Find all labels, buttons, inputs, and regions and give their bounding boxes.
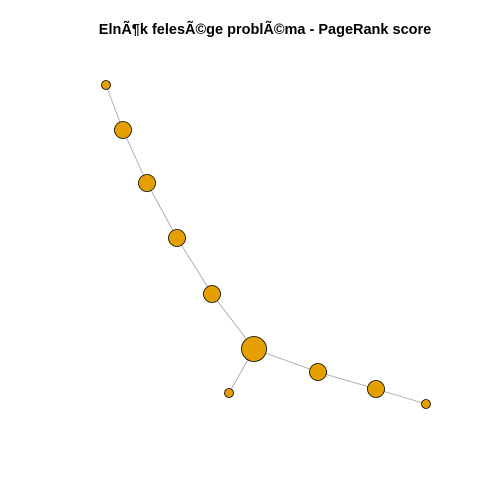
graph-edge: [146, 182, 178, 239]
graph-node: [309, 363, 327, 381]
graph-title: ElnÃ¶k felesÃ©ge problÃ©ma - PageRank sc…: [98, 22, 432, 38]
graph-node: [421, 399, 431, 409]
nodes-layer: [101, 80, 431, 409]
graph-node: [114, 121, 132, 139]
graph-node: [203, 285, 221, 303]
graph-node: [101, 80, 111, 90]
graph-node: [138, 174, 156, 192]
graph-node: [367, 380, 385, 398]
graph-node: [224, 388, 234, 398]
graph-node: [168, 229, 186, 247]
graph-edge: [176, 237, 213, 295]
edges-layer: [105, 84, 427, 405]
graph-node: [241, 336, 267, 362]
graph-edge: [317, 371, 377, 390]
graph-edge: [122, 129, 148, 184]
